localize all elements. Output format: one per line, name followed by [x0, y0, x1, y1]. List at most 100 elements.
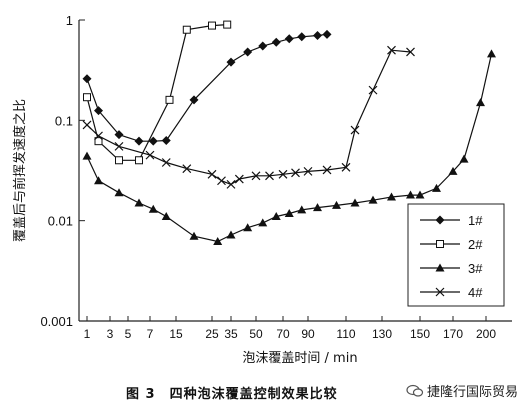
y-axis-label: 覆盖后与前挥发速度之比: [12, 99, 28, 242]
data-point: [213, 236, 223, 245]
data-point: [134, 198, 144, 207]
watermark: 捷隆行国际贸易: [406, 381, 518, 400]
data-point: [115, 156, 123, 165]
x-tick-label: 110: [336, 327, 355, 341]
x-tick-label: 25: [205, 327, 219, 341]
x-tick-label: 5: [125, 327, 132, 341]
legend-item: 4#: [420, 285, 483, 300]
data-point: [350, 198, 360, 207]
data-point: [189, 231, 199, 240]
data-point: [297, 205, 307, 214]
data-point: [161, 158, 171, 167]
x-tick-label: 7: [147, 327, 154, 341]
series-line: [86, 24, 228, 161]
data-point: [114, 188, 124, 197]
data-point: [148, 204, 158, 213]
series-2: [83, 20, 232, 165]
series-line: [86, 33, 328, 142]
x-axis-label: 泡沫覆盖时间 / min: [242, 351, 357, 366]
data-point: [258, 218, 268, 227]
series-line: [86, 49, 411, 186]
data-point: [161, 212, 171, 221]
chat-bubble-icon: [406, 384, 424, 397]
data-point: [161, 135, 171, 145]
axes: [78, 20, 512, 322]
x-tick-label: 50: [249, 327, 263, 341]
data-point: [406, 190, 415, 199]
legend-label: 1#: [468, 213, 483, 228]
series-1: [82, 29, 332, 146]
data-point: [243, 47, 253, 57]
x-tick-label: 200: [476, 327, 496, 341]
x-tick-label: 15: [169, 327, 183, 341]
data-point: [94, 131, 103, 141]
data-point: [258, 41, 268, 51]
data-point: [406, 47, 415, 57]
data-point: [278, 169, 288, 179]
x-tick-label: 150: [410, 327, 430, 341]
data-point: [368, 85, 378, 95]
y-tick-label: 0.001: [40, 314, 73, 329]
series-3: [82, 49, 496, 245]
data-point: [297, 32, 307, 42]
x-tick-label: 90: [301, 327, 315, 341]
data-point: [114, 130, 124, 140]
series-group: [82, 20, 496, 245]
legend-item: 1#: [420, 213, 483, 228]
data-point: [148, 136, 158, 146]
data-point: [223, 20, 232, 29]
y-tick-label: 0.01: [48, 214, 73, 229]
data-point: [322, 165, 332, 175]
figure-caption-area: 图 3 四种泡沫覆盖控制效果比较 捷隆行国际贸易: [0, 381, 526, 403]
y-tick-label: 0.1: [55, 113, 73, 128]
data-point: [341, 162, 351, 172]
data-point: [476, 98, 485, 107]
data-point: [94, 176, 103, 185]
x-tick-label: 1: [84, 327, 91, 341]
data-point: [265, 171, 274, 181]
legend-label: 3#: [468, 261, 483, 276]
data-point: [182, 164, 192, 174]
legend-item: 2#: [420, 237, 483, 252]
data-point: [208, 21, 216, 30]
legend-item: 3#: [420, 261, 483, 276]
data-point: [243, 223, 253, 232]
data-point: [251, 171, 261, 181]
data-point: [313, 203, 322, 212]
data-point: [368, 195, 378, 204]
x-tick-label: 130: [372, 327, 392, 341]
legend-label: 2#: [468, 237, 483, 252]
x-tick-label: 170: [443, 327, 463, 341]
data-point: [432, 183, 441, 192]
watermark-text: 捷隆行国际贸易: [426, 385, 518, 400]
data-point: [387, 192, 396, 201]
legend-box: [407, 203, 505, 307]
data-point: [271, 37, 281, 47]
data-point: [303, 166, 313, 176]
data-point: [313, 31, 322, 41]
legend-marker: [435, 287, 445, 297]
x-tick-label: 35: [224, 327, 238, 341]
data-point: [350, 125, 360, 135]
data-point: [284, 208, 294, 217]
legend-marker: [436, 240, 444, 248]
data-point: [134, 136, 144, 146]
data-point: [182, 25, 191, 34]
data-point: [226, 57, 236, 67]
data-point: [284, 34, 294, 44]
legend: 1# 2# 3# 4#: [407, 203, 505, 307]
data-point: [415, 190, 425, 199]
x-tick-label: 3: [107, 327, 114, 341]
data-point: [271, 212, 281, 221]
figure-caption: 图 3 四种泡沫覆盖控制效果比较: [126, 387, 338, 402]
ticks: 0.001 0.01 0.1 1 1 3 5 7 15 25 35 50 70 90 110 130 150 17…: [40, 13, 496, 341]
data-point: [459, 154, 469, 163]
legend-marker: [435, 263, 445, 272]
data-point: [234, 174, 244, 184]
data-point: [189, 95, 199, 105]
data-point: [226, 179, 236, 189]
data-point: [487, 49, 496, 58]
data-point: [135, 156, 143, 165]
legend-label: 4#: [468, 285, 483, 300]
data-point: [82, 120, 92, 130]
